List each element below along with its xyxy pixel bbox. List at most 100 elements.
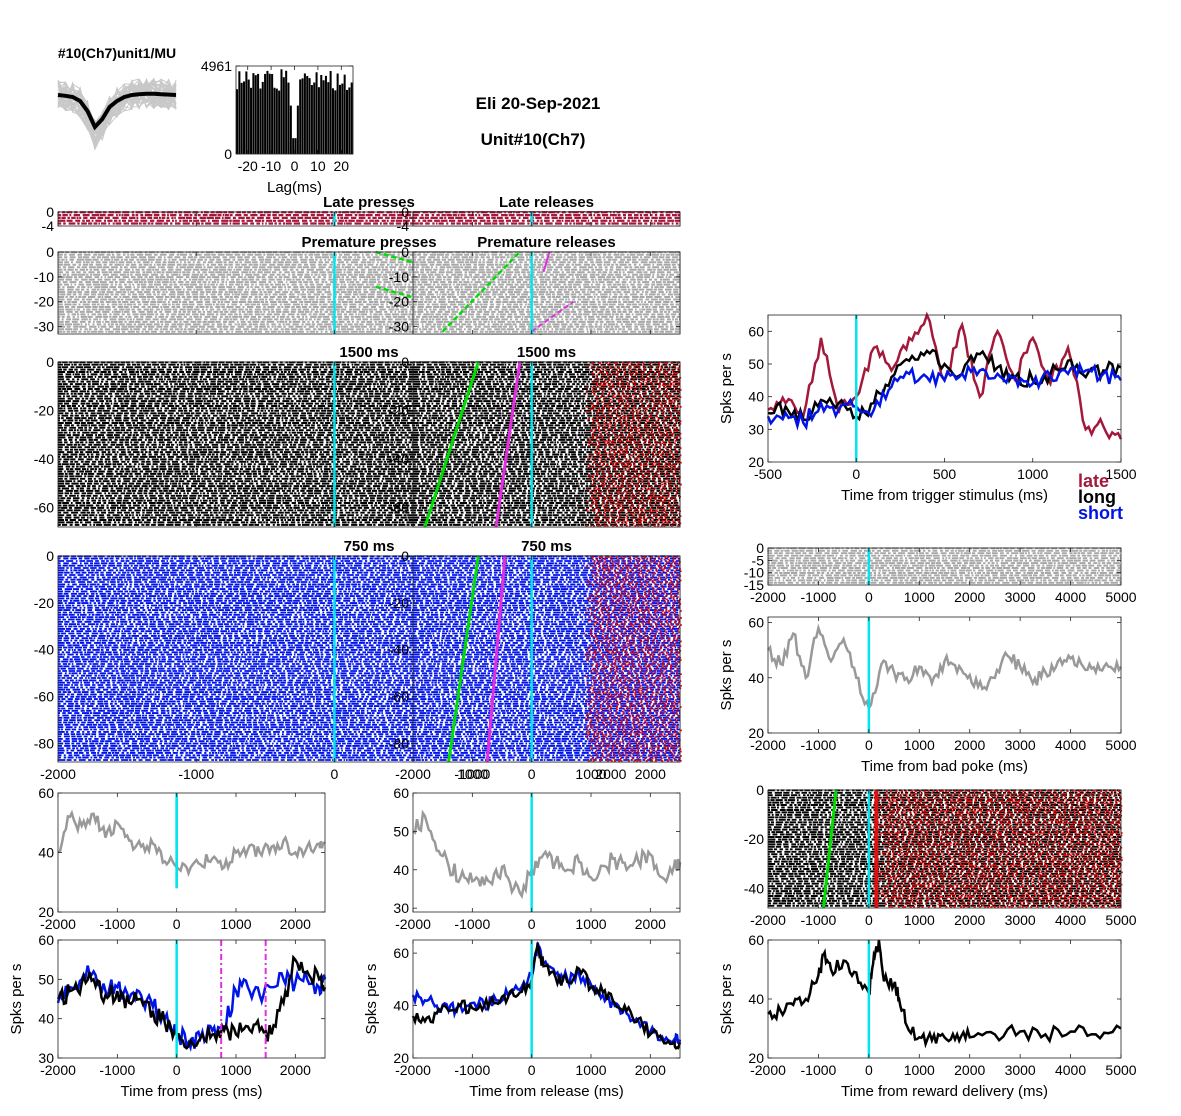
long_releases-axes-box bbox=[412, 361, 681, 528]
autocorr-bar bbox=[254, 75, 257, 154]
premature_press_psth-ytick-label: 40 bbox=[38, 845, 54, 861]
bad_poke_psth-xlabel: Time from bad poke (ms) bbox=[861, 758, 1028, 775]
bad_poke_psth-panel: 20 40 60 -2000 -1000 0 1000 2000 3000 4000 5000 Tim… bbox=[718, 615, 1137, 775]
bad_poke_raster-xtick-label: 0 bbox=[865, 589, 873, 605]
long_releases-panel: 0 -20 -40 -60 1500 ms bbox=[389, 344, 682, 528]
waveform-mean bbox=[57, 91, 177, 131]
reward_psth-series-long bbox=[767, 939, 1122, 1049]
premature_releases-ytick-label: -30 bbox=[389, 319, 409, 335]
autocorr-bar bbox=[324, 75, 327, 154]
autocorr-bar bbox=[313, 82, 316, 154]
reward_raster-ytick-label: -40 bbox=[744, 880, 764, 896]
short_releases-xtick-label: -2000 bbox=[395, 766, 431, 782]
autocorr-bar bbox=[306, 75, 309, 154]
press_psth-xtick-label: 2000 bbox=[280, 1062, 311, 1078]
short_releases-xtick-label: 1000 bbox=[575, 766, 606, 782]
autocorr-bar bbox=[247, 79, 250, 154]
reward_raster-spikes bbox=[768, 789, 1121, 908]
premature_press_psth-xtick-label: -2000 bbox=[40, 916, 76, 932]
autocorr-bar bbox=[264, 73, 267, 154]
reward_psth-xtick-label: 2000 bbox=[954, 1062, 985, 1078]
autocorr-bar bbox=[303, 73, 306, 154]
premature_press_psth-series-gray bbox=[57, 809, 326, 878]
autocorr-bar bbox=[250, 87, 253, 154]
autocorr-bar bbox=[338, 84, 341, 154]
premature_press_psth-xtick-label: 1000 bbox=[220, 916, 251, 932]
premature_press_psth-panel: 20 40 60 -2000 -1000 0 1000 2000 bbox=[38, 785, 326, 932]
bad_poke_raster-ytick-label: 0 bbox=[756, 540, 764, 556]
late_presses-ytick-label: 0 bbox=[46, 204, 54, 220]
premature_release_psth-xtick-label: -2000 bbox=[395, 916, 431, 932]
reward_psth-panel: 20 40 60 -2000 -1000 0 1000 2000 3000 4000 5000 Tim… bbox=[718, 932, 1137, 1100]
reward_raster-ytick-label: 0 bbox=[756, 782, 764, 798]
autocorr-bar bbox=[259, 88, 262, 154]
reward_psth-xtick-label: -1000 bbox=[801, 1062, 837, 1078]
trigger_psth-ytick-label: 60 bbox=[748, 323, 764, 339]
short_presses-xtick-label: -2000 bbox=[40, 766, 76, 782]
trigger_psth-ytick-label: 40 bbox=[748, 389, 764, 405]
trigger_psth-xtick-label: 500 bbox=[933, 466, 957, 482]
autocorr-xtick-label: 10 bbox=[310, 158, 326, 174]
premature_release_psth-ytick-label: 60 bbox=[393, 785, 409, 801]
premature_release_psth-panel: 30 40 50 60 -2000 -1000 0 1000 2000 bbox=[393, 785, 682, 932]
autocorr-bar bbox=[292, 138, 295, 154]
bad_poke_raster-xtick-label: -1000 bbox=[801, 589, 837, 605]
bad_poke_raster-ytick-label: -10 bbox=[744, 565, 764, 581]
waveform-trace bbox=[57, 86, 177, 127]
trigger_psth-xtick-label: -500 bbox=[754, 466, 782, 482]
premature_release_psth-xtick-label: 0 bbox=[528, 916, 536, 932]
release_psth-xlabel: Time from release (ms) bbox=[469, 1083, 623, 1100]
release_psth-ytick-label: 40 bbox=[393, 998, 409, 1014]
legend: late long short bbox=[1078, 471, 1123, 523]
press_psth-series-short bbox=[56, 965, 327, 1053]
release_psth-axes-box bbox=[412, 939, 681, 1059]
release_psth-ylabel: Spks per s bbox=[363, 964, 380, 1035]
legend-late: late bbox=[1078, 471, 1109, 491]
bad_poke_raster-panel: 0-5-10-15-2000 -1000 0 1000 2000 3000 4000 5000 bbox=[744, 540, 1137, 605]
waveform-trace bbox=[57, 83, 177, 123]
late_releases-ytick-label: -4 bbox=[397, 218, 410, 234]
premature_presses-ytick-label: -30 bbox=[34, 319, 54, 335]
short_releases-reward-spikes bbox=[585, 556, 682, 762]
autocorr-xtick-label: -20 bbox=[238, 158, 258, 174]
autocorr-bar bbox=[273, 87, 276, 154]
press_psth-panel: 30 40 50 60 -2000 -1000 0 1000 2000 Time from pre… bbox=[8, 932, 327, 1100]
autocorr-bar bbox=[271, 74, 274, 154]
bad_poke_psth-ytick-label: 40 bbox=[748, 670, 764, 686]
press_psth-xtick-label: -2000 bbox=[40, 1062, 76, 1078]
short_releases-ytick-label: -80 bbox=[389, 735, 409, 751]
bad_poke_raster-xtick-label: 4000 bbox=[1055, 589, 1086, 605]
autocorr-xtick-label: 0 bbox=[291, 158, 299, 174]
short_presses-xtick-label: 2000 bbox=[595, 766, 626, 782]
reward_psth-ylabel: Spks per s bbox=[718, 964, 735, 1035]
long_releases-title: 1500 ms bbox=[517, 344, 576, 361]
bad_poke_psth-xtick-label: 2000 bbox=[954, 737, 985, 753]
late_presses-ytick-label: -4 bbox=[42, 218, 55, 234]
autocorr-bar bbox=[257, 73, 260, 154]
short_presses-ytick-label: 0 bbox=[46, 548, 54, 564]
premature_release_psth-axes-box bbox=[412, 792, 681, 913]
press_psth-xtick-label: 1000 bbox=[220, 1062, 251, 1078]
short_releases-ytick-label: -60 bbox=[389, 688, 409, 704]
trigger_psth-bg bbox=[768, 315, 1121, 462]
short_releases-ytick-label: -20 bbox=[389, 595, 409, 611]
trigger_psth-xtick-label: 0 bbox=[852, 466, 860, 482]
press_psth-ytick-label: 30 bbox=[38, 1050, 54, 1066]
long_presses-title: 1500 ms bbox=[339, 344, 398, 361]
press_psth-xtick-label: -1000 bbox=[99, 1062, 135, 1078]
long_releases-reward-spikes bbox=[585, 362, 682, 527]
bad_poke_raster-xtick-label: -2000 bbox=[750, 589, 786, 605]
short_presses-xtick-label: -1000 bbox=[178, 766, 214, 782]
reward_raster-ytick-label: -20 bbox=[744, 831, 764, 847]
autocorr-ytick-label: 0 bbox=[224, 146, 232, 162]
autocorr-bar bbox=[322, 80, 325, 154]
release_psth-xtick-label: 0 bbox=[528, 1062, 536, 1078]
press_psth-xtick-label: 0 bbox=[173, 1062, 181, 1078]
autocorr-bar bbox=[261, 81, 264, 154]
autocorr-ytick-label: 4961 bbox=[201, 58, 232, 74]
autocorr-bar bbox=[245, 71, 248, 154]
autocorr-bar bbox=[266, 70, 269, 154]
press_psth-ytick-label: 40 bbox=[38, 1011, 54, 1027]
short_presses-xtick-label: 1000 bbox=[457, 766, 488, 782]
